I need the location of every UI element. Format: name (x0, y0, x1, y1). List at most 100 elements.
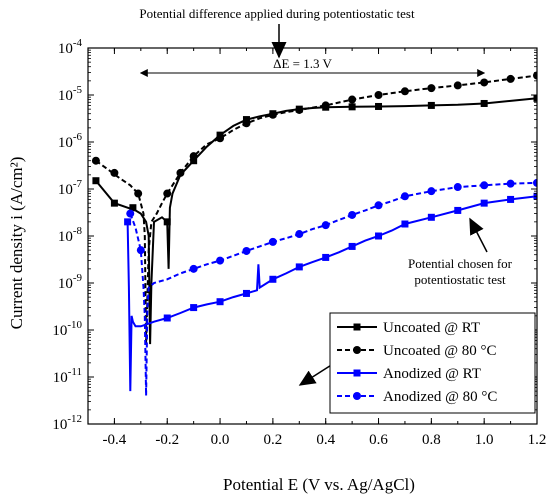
data-point-uncoated-80-c (268, 110, 277, 119)
data-point-uncoated-80-c (189, 152, 198, 161)
data-point-anodized-80-c (506, 179, 515, 188)
data-point-anodized-rt (295, 263, 303, 271)
data-point-anodized-80-c (427, 187, 436, 196)
data-point-anodized-80-c (453, 183, 462, 192)
data-point-anodized-rt (124, 218, 132, 226)
data-point-uncoated-80-c (163, 189, 172, 198)
data-point-uncoated-80-c (506, 74, 515, 83)
axes: -0.4 -0.2 0.0 0.2 0.4 0.6 0.8 1.0 1.2 10-12 10-11 1… (52, 37, 546, 448)
data-point-uncoated-rt (533, 94, 537, 102)
series-line-anodized-rt (126, 195, 537, 392)
chosen-potential-label-1: Potential chosen for (408, 256, 513, 271)
data-point-uncoated-80-c (427, 84, 436, 93)
chosen-potential-label-2: potentiostatic test (414, 272, 506, 287)
delta-e-label: ΔE = 1.3 V (273, 56, 332, 71)
y-tick-label: 10-6 (58, 131, 83, 151)
legend-marker (353, 369, 361, 377)
x-tick-label: 0.6 (369, 432, 388, 448)
data-point-uncoated-80-c (321, 101, 330, 110)
data-point-uncoated-80-c (295, 105, 304, 114)
data-point-anodized-80-c (374, 201, 383, 210)
legend: Uncoated @ RT Uncoated @ 80 °C Anodized @ … (329, 312, 536, 414)
data-point-anodized-rt (269, 275, 277, 283)
data-point-anodized-80-c (533, 178, 537, 187)
data-point-uncoated-80-c (533, 71, 537, 80)
data-point-uncoated-80-c (480, 78, 489, 87)
series-line-uncoated-rt (95, 97, 537, 345)
data-point-anodized-rt (216, 298, 224, 306)
legend-marker (353, 392, 361, 400)
data-point-uncoated-80-c (374, 91, 383, 99)
x-axis-title: Potential E (V vs. Ag/AgCl) (223, 475, 415, 494)
data-point-uncoated-rt (480, 99, 488, 107)
data-point-uncoated-80-c (110, 168, 119, 177)
data-point-anodized-rt (454, 206, 462, 214)
x-tick-label: 1.0 (475, 432, 494, 448)
data-point-uncoated-80-c (453, 81, 462, 90)
data-point-anodized-rt (427, 213, 435, 221)
x-tick-label: 1.2 (528, 432, 547, 448)
data-point-anodized-80-c (268, 237, 277, 246)
data-point-anodized-80-c (295, 230, 304, 239)
data-point-anodized-rt (480, 199, 488, 207)
legend-label: Uncoated @ RT (383, 320, 480, 336)
y-tick-label: 10-7 (58, 178, 83, 198)
x-tick-label: 0.4 (316, 432, 335, 448)
data-point-anodized-rt (190, 304, 198, 312)
data-point-uncoated-rt (427, 101, 435, 109)
data-point-uncoated-rt (163, 218, 171, 226)
data-point-anodized-80-c (400, 192, 409, 201)
data-point-uncoated-80-c (91, 156, 100, 165)
data-point-anodized-80-c (321, 221, 330, 230)
data-point-anodized-rt (163, 314, 171, 322)
data-point-anodized-80-c (136, 246, 145, 255)
x-tick-label: 0.2 (264, 432, 283, 448)
data-point-anodized-rt (375, 232, 383, 240)
chosen-potential-arrow (469, 217, 488, 253)
series-line-anodized-80-c (129, 181, 537, 396)
y-tick-label: 10-4 (58, 37, 83, 57)
data-point-uncoated-80-c (242, 119, 251, 128)
x-tick-label: -0.2 (155, 432, 179, 448)
y-tick-label: 10-10 (52, 319, 82, 339)
data-point-uncoated-80-c (176, 168, 185, 177)
data-point-anodized-80-c (216, 256, 225, 265)
data-point-uncoated-rt (110, 199, 118, 207)
data-point-anodized-80-c (480, 181, 489, 190)
data-point-anodized-rt (507, 195, 515, 203)
legend-label: Anodized @ RT (383, 366, 481, 382)
data-point-anodized-80-c (242, 246, 251, 255)
y-tick-label: 10-8 (58, 225, 83, 245)
data-point-anodized-80-c (189, 264, 198, 273)
data-point-uncoated-rt (129, 204, 137, 212)
y-tick-label: 10-11 (53, 366, 82, 386)
data-point-uncoated-80-c (216, 134, 225, 143)
series-line-uncoated-80-c (95, 74, 537, 345)
data-point-uncoated-80-c (348, 95, 357, 104)
y-axis-title: Current density i (A/cm²) (7, 157, 26, 330)
data-point-uncoated-rt (375, 102, 383, 110)
series-group (91, 71, 537, 396)
y-tick-label: 10-5 (58, 84, 83, 104)
data-point-anodized-rt (348, 242, 356, 250)
data-point-anodized-rt (242, 289, 250, 297)
legend-marker (353, 346, 361, 354)
x-tick-label: -0.4 (103, 432, 127, 448)
data-point-uncoated-rt (190, 157, 198, 165)
data-point-anodized-rt (401, 220, 409, 228)
y-tick-label: 10-12 (52, 413, 82, 433)
top-annotation: Potential difference applied during pote… (139, 6, 415, 21)
y-tick-label: 10-9 (58, 272, 83, 292)
x-tick-label: 0.8 (422, 432, 441, 448)
data-point-uncoated-rt (92, 177, 100, 185)
legend-label: Uncoated @ 80 °C (383, 343, 497, 359)
data-point-uncoated-80-c (134, 189, 143, 198)
legend-marker (353, 323, 361, 331)
data-point-uncoated-80-c (400, 87, 409, 96)
x-tick-label: 0.0 (211, 432, 230, 448)
legend-label: Anodized @ 80 °C (383, 389, 497, 405)
plot-area (91, 71, 537, 396)
data-point-anodized-rt (322, 253, 330, 261)
data-point-anodized-80-c (126, 209, 135, 218)
